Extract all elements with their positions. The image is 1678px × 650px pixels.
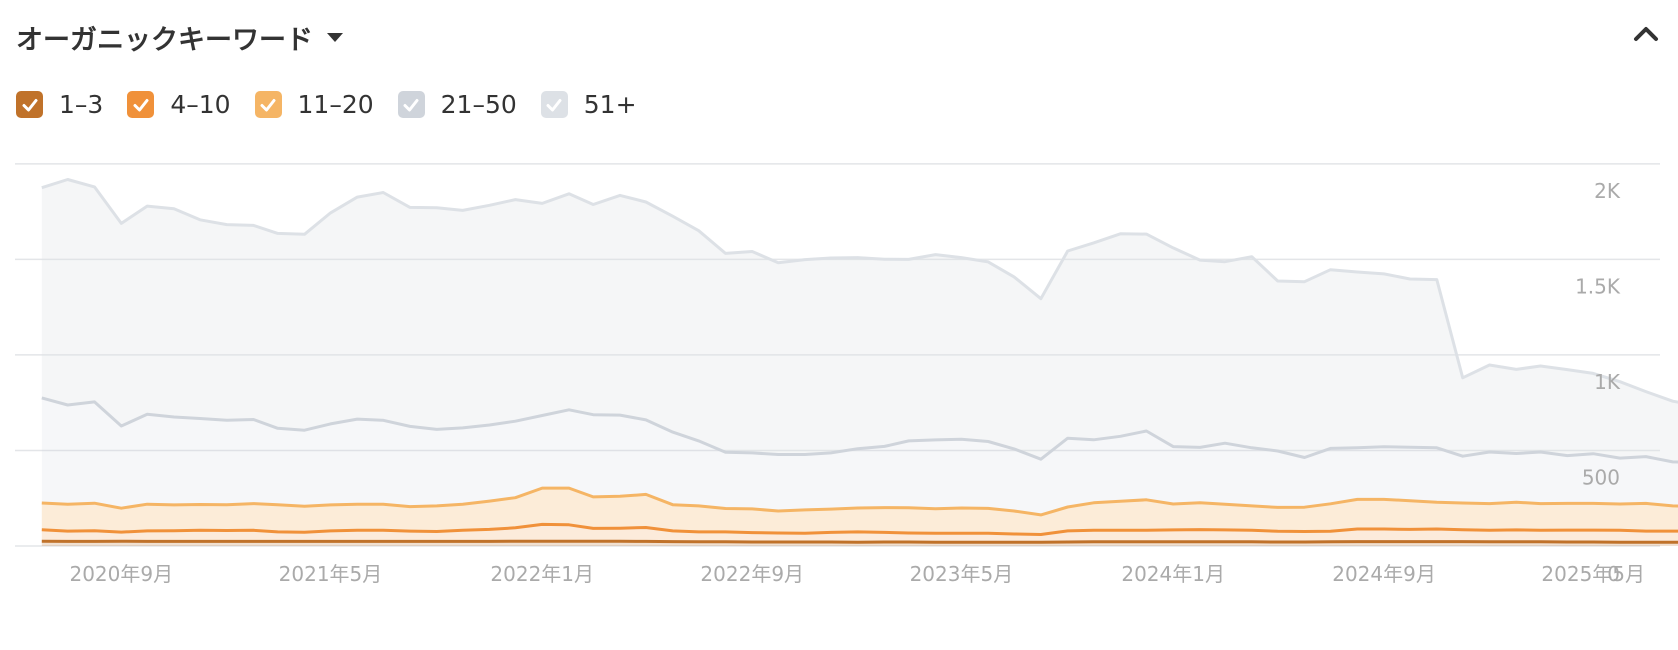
y-tick-label: 500 <box>1582 465 1620 489</box>
check-icon <box>546 98 562 111</box>
x-tick-label: 2021年5月 <box>279 562 383 586</box>
check-icon <box>133 98 149 111</box>
legend-label: 4–10 <box>170 90 231 119</box>
series-lines <box>41 178 1678 544</box>
keyword-chart[interactable]: 0 500 1K 1.5K 2K 2020年9月 2021年5月 2022年1月 2022年9… <box>0 140 1678 645</box>
checkbox-51-plus[interactable] <box>540 91 568 118</box>
x-tick-label: 2022年9月 <box>700 562 804 586</box>
area-21–50 <box>41 397 1678 515</box>
x-tick-label: 2024年9月 <box>1332 562 1436 586</box>
dropdown-caret-icon <box>327 33 343 42</box>
title-dropdown[interactable]: オーガニックキーワード <box>16 18 343 57</box>
legend-item-21-50[interactable]: 21–50 <box>397 90 517 119</box>
legend-label: 1–3 <box>59 90 104 119</box>
series-line-1–3 <box>41 539 1678 544</box>
legend-label: 11–20 <box>297 90 374 119</box>
legend-item-11-20[interactable]: 11–20 <box>254 90 374 119</box>
checkbox-4-10[interactable] <box>127 91 155 118</box>
x-tick-label: 2022年1月 <box>490 562 594 586</box>
x-tick-label: 2025年5月 <box>1541 562 1645 586</box>
panel-title: オーガニックキーワード <box>16 25 313 56</box>
y-tick-label: 0 <box>1607 562 1620 586</box>
collapse-chevron-icon[interactable] <box>1630 18 1662 50</box>
x-tick-label: 2024年1月 <box>1121 562 1225 586</box>
series-line-51+ <box>41 178 1678 404</box>
legend-item-51-plus[interactable]: 51+ <box>540 90 637 119</box>
legend: 1–3 4–10 11–20 21–50 51+ <box>16 90 661 119</box>
y-tick-label: 1K <box>1594 370 1621 394</box>
check-icon <box>22 98 37 111</box>
grid-lines <box>15 163 1660 547</box>
check-icon <box>403 98 419 111</box>
checkbox-1-3[interactable] <box>16 91 43 118</box>
series-line-4–10 <box>41 522 1678 536</box>
legend-label: 21–50 <box>440 90 517 119</box>
checkbox-11-20[interactable] <box>254 91 282 118</box>
x-axis-ticks: 2020年9月 2021年5月 2022年1月 2022年9月 2023年5月 2024年… <box>69 562 1645 586</box>
y-axis-ticks: 0 500 1K 1.5K 2K <box>1575 179 1621 586</box>
series-line-21–50 <box>41 396 1678 464</box>
area-11–20 <box>41 488 1678 535</box>
x-tick-label: 2023年5月 <box>910 562 1014 586</box>
panel-header: オーガニックキーワード <box>16 14 1662 58</box>
y-tick-label: 1.5K <box>1575 274 1621 298</box>
checkbox-21-50[interactable] <box>397 91 425 118</box>
y-tick-label: 2K <box>1594 179 1621 203</box>
legend-item-4-10[interactable]: 4–10 <box>127 90 231 119</box>
legend-label: 51+ <box>583 90 637 119</box>
x-tick-label: 2020年9月 <box>69 562 173 586</box>
area-51+ <box>41 179 1678 463</box>
legend-item-1-3[interactable]: 1–3 <box>16 90 103 119</box>
check-icon <box>260 98 276 111</box>
series-line-11–20 <box>41 486 1678 517</box>
